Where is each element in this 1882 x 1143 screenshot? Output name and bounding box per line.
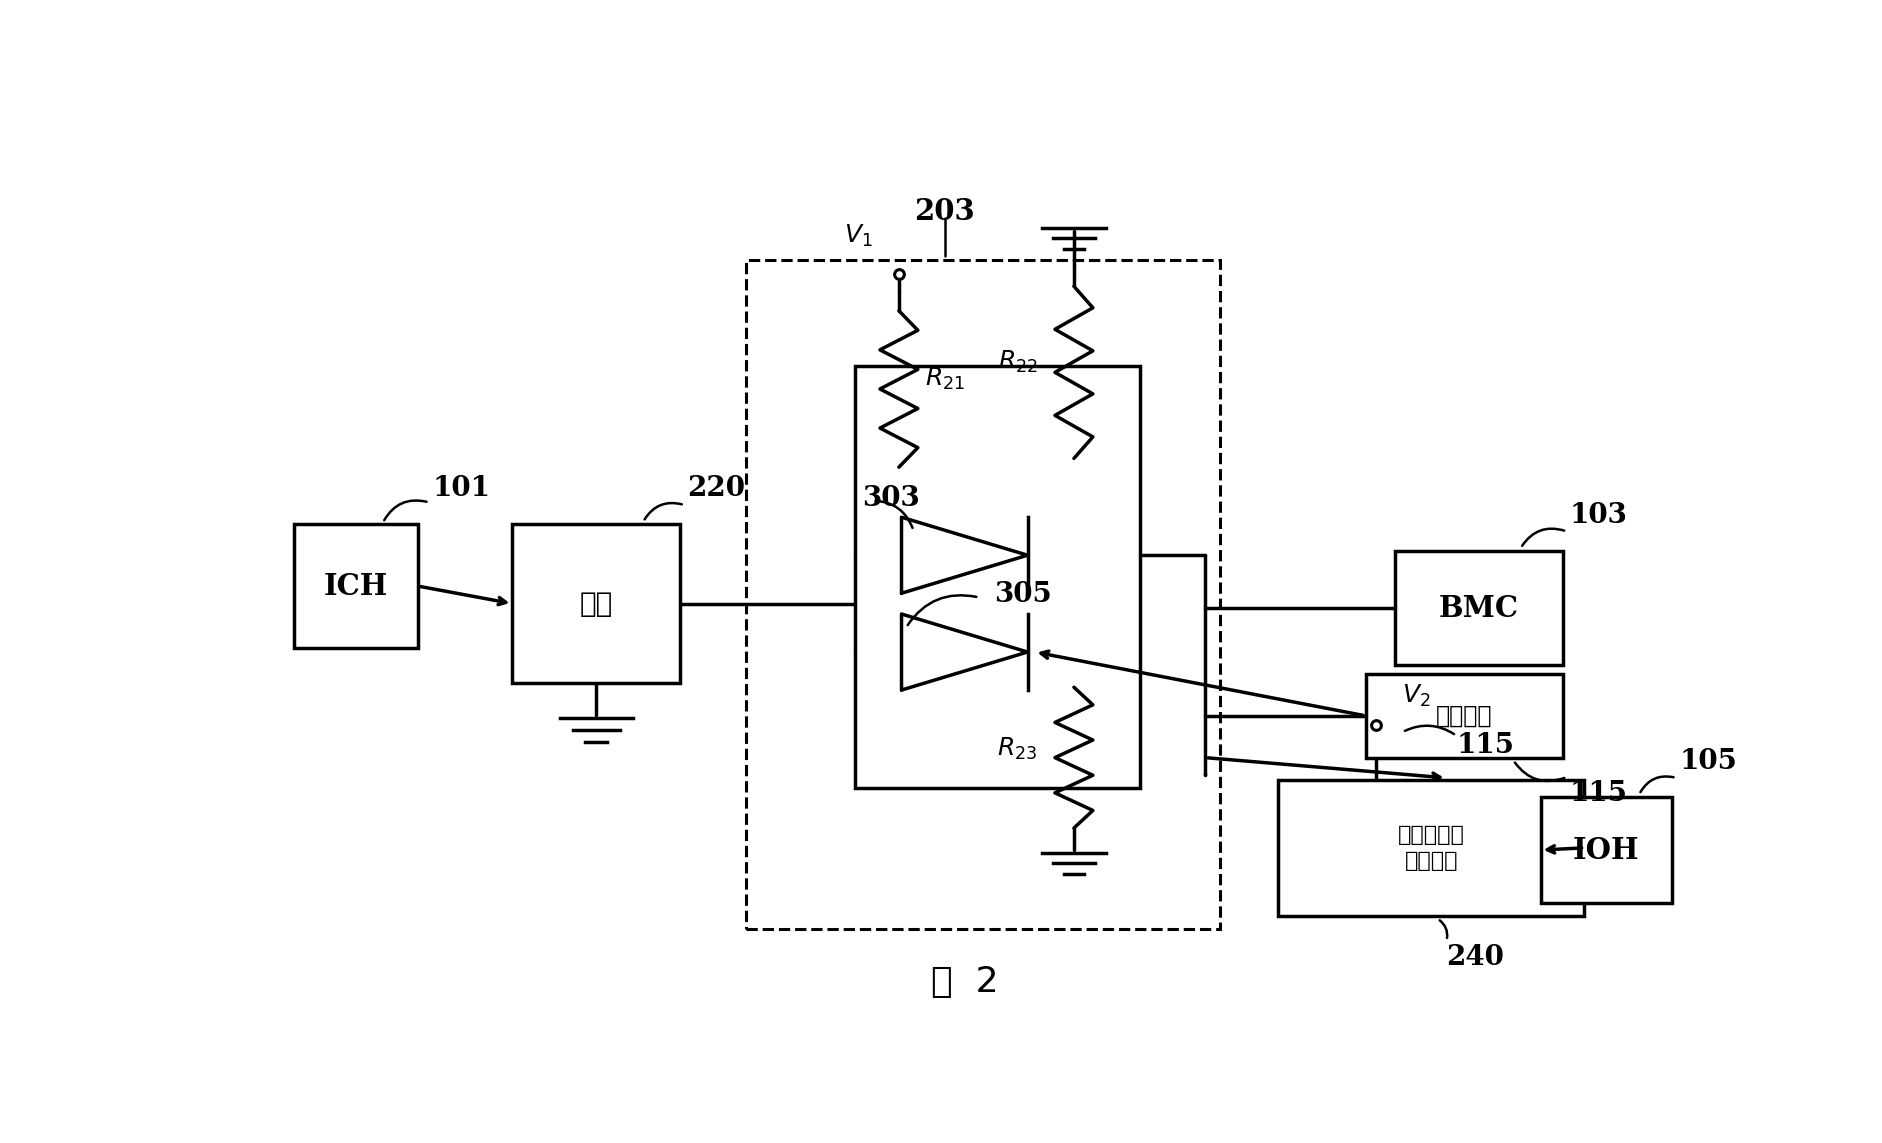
Text: 305: 305 bbox=[994, 582, 1052, 608]
Text: 开关: 开关 bbox=[580, 590, 614, 617]
Text: 303: 303 bbox=[862, 485, 920, 512]
Bar bbox=[1366, 674, 1562, 758]
Text: 101: 101 bbox=[433, 475, 489, 503]
Text: ICH: ICH bbox=[324, 572, 388, 600]
Text: 220: 220 bbox=[687, 475, 745, 503]
Text: 115: 115 bbox=[1570, 780, 1628, 807]
Text: $R_{22}$: $R_{22}$ bbox=[997, 349, 1037, 375]
Text: $V_2$: $V_2$ bbox=[1402, 684, 1430, 709]
Text: 逻辑及电平
转换模块: 逻辑及电平 转换模块 bbox=[1398, 824, 1464, 871]
Text: 203: 203 bbox=[915, 198, 975, 226]
Bar bbox=[1395, 551, 1562, 665]
Text: 105: 105 bbox=[1679, 749, 1737, 775]
Text: 103: 103 bbox=[1570, 502, 1628, 529]
Text: $R_{23}$: $R_{23}$ bbox=[997, 736, 1037, 762]
Bar bbox=[854, 366, 1139, 789]
Text: 第一芯片: 第一芯片 bbox=[1436, 704, 1492, 728]
Text: IOH: IOH bbox=[1573, 836, 1639, 864]
Bar bbox=[512, 525, 679, 682]
Text: $R_{21}$: $R_{21}$ bbox=[926, 366, 965, 392]
Text: 图  2: 图 2 bbox=[932, 965, 997, 999]
Bar bbox=[294, 525, 418, 648]
Bar bbox=[745, 261, 1220, 929]
Bar bbox=[1278, 780, 1585, 916]
Text: 115: 115 bbox=[1457, 733, 1515, 759]
Text: 240: 240 bbox=[1447, 944, 1504, 972]
Bar bbox=[1541, 798, 1671, 903]
Text: BMC: BMC bbox=[1438, 593, 1519, 623]
Text: $V_1$: $V_1$ bbox=[843, 223, 873, 249]
